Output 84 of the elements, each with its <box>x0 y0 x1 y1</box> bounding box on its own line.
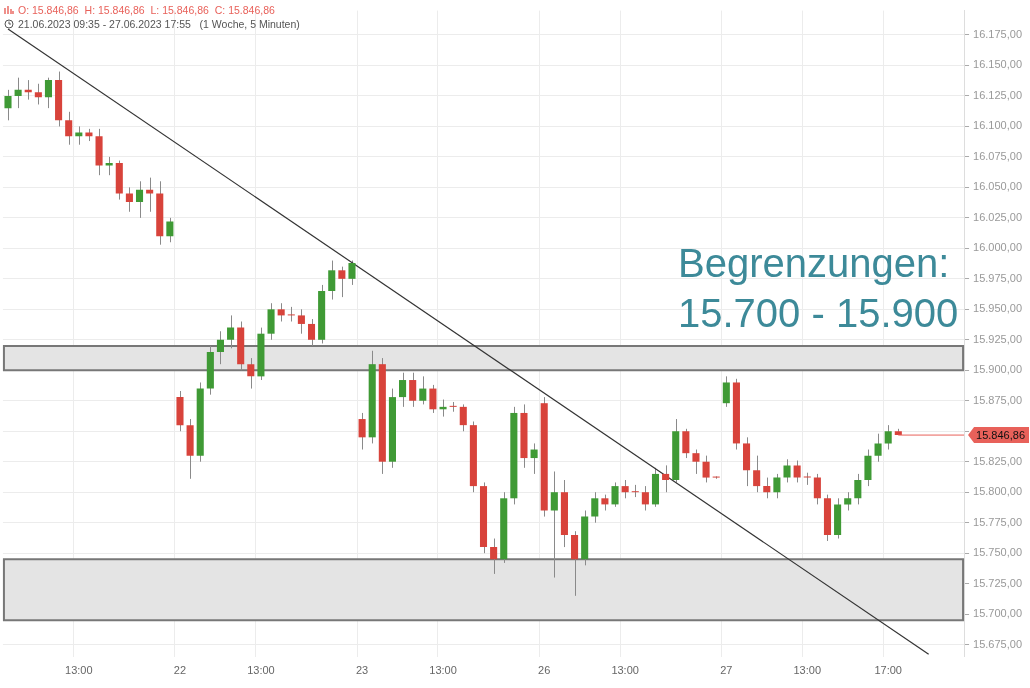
candlestick <box>753 455 761 493</box>
x-tick-label: 13:00 <box>793 664 822 677</box>
candlestick <box>611 481 619 508</box>
y-tick-label: 16.175,00 <box>973 28 1022 41</box>
candlestick <box>763 477 771 499</box>
x-tick-label: 13:00 <box>65 664 93 677</box>
candlestick <box>4 89 12 121</box>
y-tick-label: 15.750,00 <box>973 546 1022 559</box>
candlestick <box>550 470 558 579</box>
y-tick-label: 16.000,00 <box>973 241 1022 254</box>
y-tick-label: 15.700,00 <box>973 607 1022 620</box>
candlestick <box>399 372 407 408</box>
candlestick <box>884 424 892 451</box>
y-tick-label: 16.150,00 <box>973 58 1022 71</box>
candlestick <box>287 306 295 323</box>
candlestick <box>530 442 538 475</box>
candlestick <box>631 484 639 498</box>
y-tick-label: 16.100,00 <box>973 119 1022 132</box>
y-tick-label: 15.950,00 <box>973 302 1022 315</box>
x-tick-label: 13:00 <box>611 664 639 677</box>
y-tick-label: 15.675,00 <box>973 637 1022 650</box>
candlestick <box>844 491 852 511</box>
candlestick <box>793 460 801 483</box>
candlestick <box>702 455 710 483</box>
chart-title: O: 15.846,86 H: 15.846,86 L: 15.846,86 C: 15.846,86 <box>18 3 275 17</box>
candlestick <box>227 314 235 349</box>
y-tick-label: 15.725,00 <box>973 576 1022 589</box>
candlestick <box>125 186 133 213</box>
candlestick <box>490 538 498 575</box>
candlestick <box>854 473 862 505</box>
x-tick-label: 23 <box>355 664 369 677</box>
x-tick-label: 17:00 <box>874 664 902 677</box>
y-tick-label: 15.825,00 <box>973 454 1022 467</box>
candlestick <box>449 401 457 413</box>
candlestick <box>662 464 670 493</box>
candlestick <box>247 357 255 390</box>
candlestick <box>348 260 356 286</box>
y-tick-label: 15.925,00 <box>973 332 1022 345</box>
candlestick <box>429 384 437 414</box>
candlestick <box>297 308 305 335</box>
candlestick <box>783 458 791 483</box>
candlestick <box>135 180 144 219</box>
candlestick <box>14 77 22 109</box>
candlestick <box>328 260 336 301</box>
candlestick <box>591 491 599 524</box>
candlestick <box>338 266 346 298</box>
x-tick-label: 26 <box>538 664 551 677</box>
y-tick-label: 16.125,00 <box>973 88 1022 101</box>
candlestick <box>459 403 467 432</box>
y-tick-label: 15.900,00 <box>973 363 1022 376</box>
candlestick <box>44 77 53 109</box>
x-tick-label: 13:00 <box>247 664 275 677</box>
candlestick <box>166 217 174 243</box>
ref-line-label: 15.846,86 <box>976 428 1025 441</box>
x-tick-label: 22 <box>173 664 187 677</box>
candlestick <box>712 475 720 480</box>
candlestick <box>34 83 42 105</box>
text: 21.06.2023 09:35 - 27.06.2023 17:55 (1 Woche, 5 Minuten) <box>18 17 300 31</box>
y-tick-label: 15.975,00 <box>973 271 1022 284</box>
candlestick <box>874 433 882 463</box>
candlestick <box>358 412 366 451</box>
candlestick <box>409 372 417 408</box>
candlestick <box>803 472 811 486</box>
candlestick <box>641 485 649 511</box>
candlestick <box>277 302 285 323</box>
candlestick <box>65 111 73 146</box>
candlestick <box>216 330 224 365</box>
candlestick <box>722 375 730 408</box>
y-tick-label: 15.875,00 <box>973 393 1022 406</box>
candlestick <box>621 479 629 499</box>
candlestick <box>813 473 821 505</box>
y-tick-label: 15.775,00 <box>973 515 1022 528</box>
y-tick-label: 16.025,00 <box>973 210 1022 223</box>
candlestick <box>692 449 700 475</box>
candlestick <box>682 428 690 459</box>
candlestick <box>419 375 427 405</box>
y-tick-label: 15.800,00 <box>973 485 1022 498</box>
x-tick-label: 27 <box>720 664 733 677</box>
x-tick-label: 13:00 <box>429 664 457 677</box>
y-tick-label: 16.075,00 <box>973 149 1022 162</box>
candlestick <box>307 318 316 347</box>
candlestick <box>773 473 781 499</box>
annotation: Begrenzungen: 15.700 - 15.900 <box>678 240 959 337</box>
y-tick-label: 16.050,00 <box>973 180 1022 193</box>
